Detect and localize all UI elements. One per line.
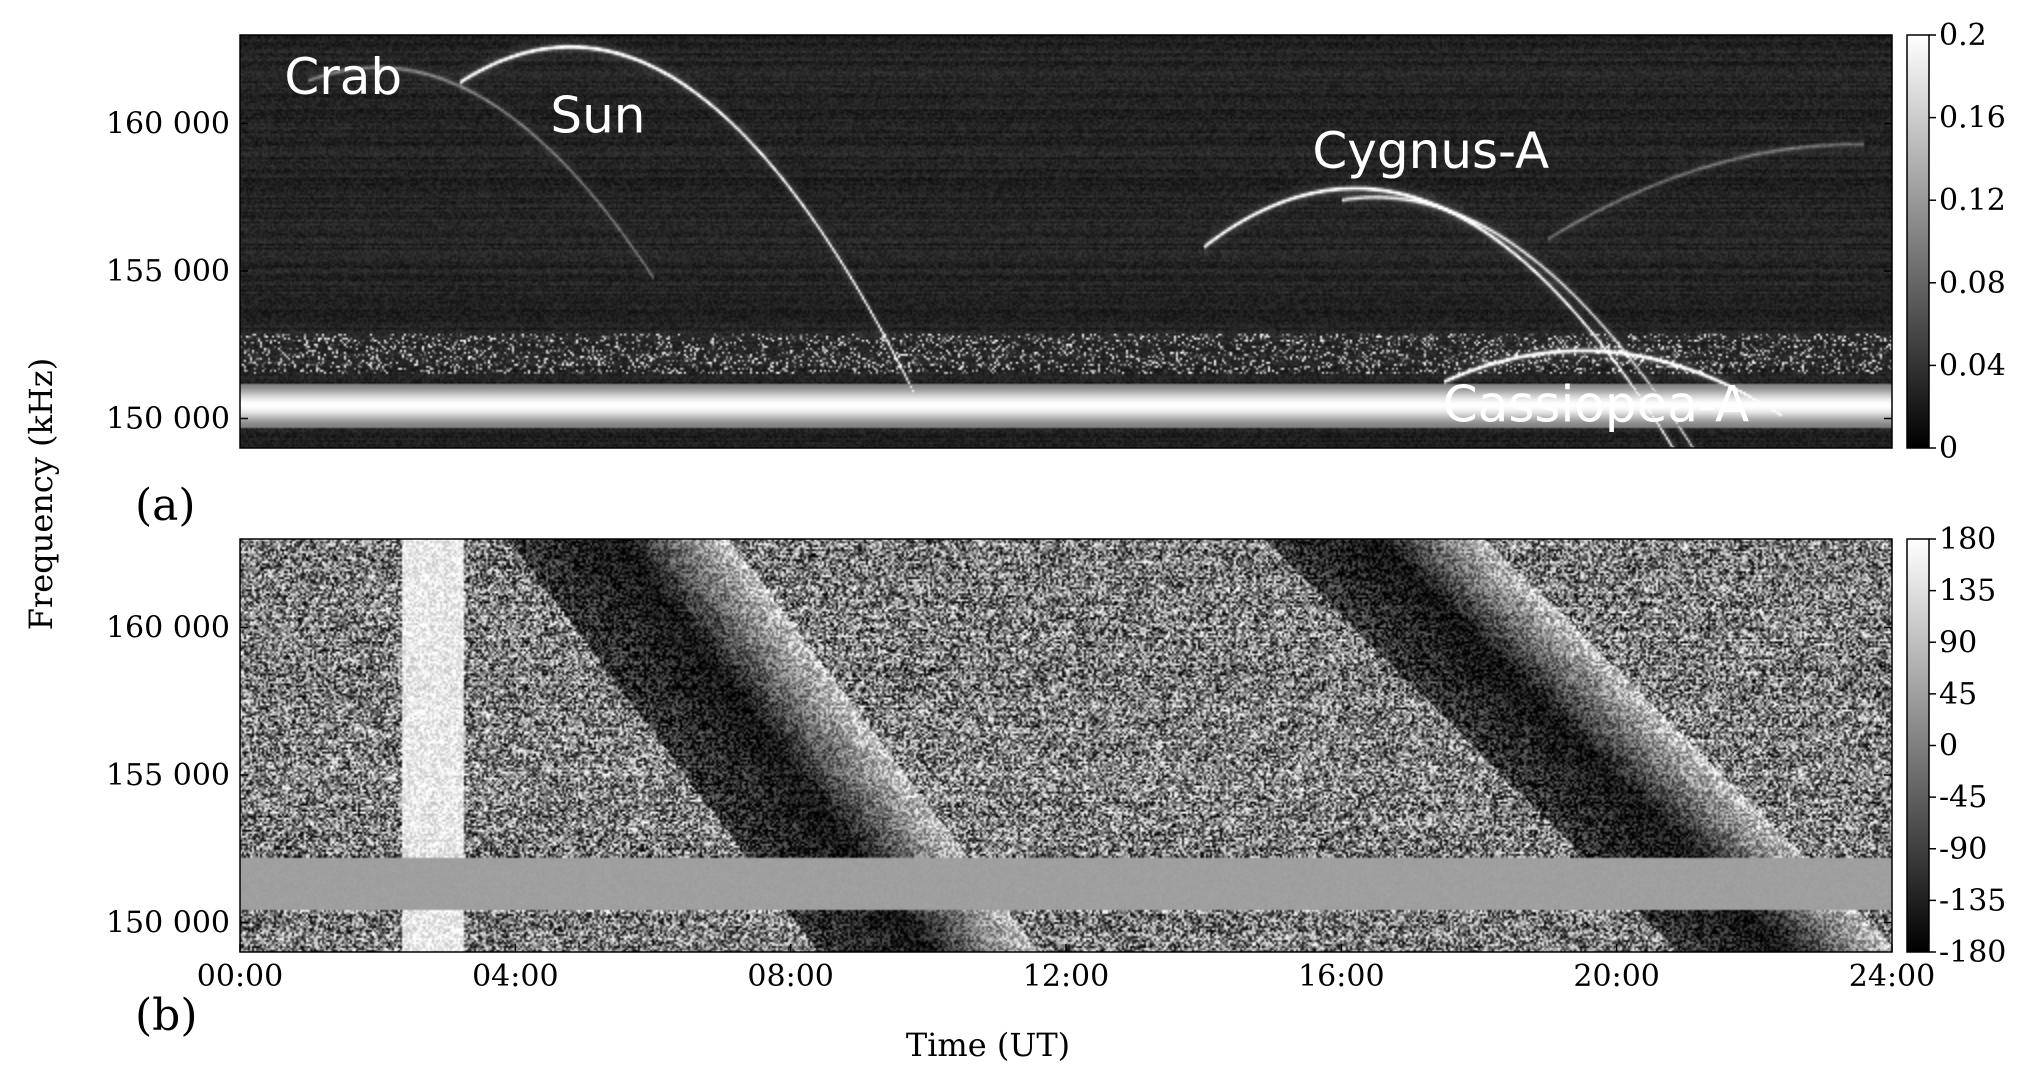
heatmap-a-image: [240, 35, 1892, 448]
source-label: Crab: [284, 48, 402, 106]
x-axis-b: 00:00 04:00 08:00 12:00 16:00 20:00 24:00: [197, 944, 1935, 994]
colorbar-tick-label: 0: [1939, 431, 1958, 466]
y-axis-a: 150 000 155 000 160 000: [106, 107, 1892, 437]
heatmap-a-frame: [239, 34, 1893, 449]
panel-a: 150 000 155 000 160 000 Crab Sun Cygnus-A Cas…: [106, 18, 2006, 531]
x-tick-label: 20:00: [1573, 959, 1659, 994]
heatmap-b-image: [240, 539, 1892, 952]
x-tick-label: 24:00: [1849, 959, 1935, 994]
y-tick-label: 155 000: [106, 254, 230, 289]
x-tick-label: 16:00: [1298, 959, 1384, 994]
y-tick-label: 150 000: [106, 906, 230, 941]
y-tick-label: 160 000: [106, 611, 230, 646]
y-tick-label: 155 000: [106, 758, 230, 793]
colorbar-b: [1906, 538, 1930, 953]
y-tick-label: 150 000: [106, 402, 230, 437]
colorbar-tick-label: 180: [1939, 522, 1996, 557]
colorbar-a-ticks: 0 0.04 0.08 0.12 0.16 0.2: [1929, 18, 2006, 466]
source-label: Cygnus-A: [1312, 122, 1549, 180]
colorbar-b-ticks: -180 -135 -90 -45 0 45 90 135 180: [1929, 522, 2006, 970]
colorbar-tick-label: 0.08: [1939, 266, 2006, 301]
y-axis-title: Frequency (kHz): [22, 358, 60, 630]
y-axis-b: 150 000 155 000 160 000: [106, 611, 1892, 941]
colorbar-tick-label: 0: [1939, 729, 1958, 764]
colorbar-tick-label: -135: [1939, 883, 2006, 918]
colorbar-tick-label: 0.16: [1939, 101, 2006, 136]
x-tick-label: 00:00: [197, 959, 283, 994]
colorbar-tick-label: 90: [1939, 625, 1977, 660]
colorbar-tick-label: 0.04: [1939, 348, 2006, 383]
colorbar-tick-label: 45: [1939, 677, 1977, 712]
y-tick-label: 160 000: [106, 107, 230, 142]
colorbar-tick-label: 0.12: [1939, 183, 2006, 218]
x-tick-label: 08:00: [747, 959, 833, 994]
source-label: Cassiopea-A: [1443, 375, 1749, 433]
panel-b-label: (b): [135, 990, 198, 1041]
x-tick-label: 04:00: [472, 959, 558, 994]
x-tick-label: 12:00: [1023, 959, 1109, 994]
colorbar-tick-label: 135: [1939, 574, 1996, 609]
colorbar-tick-label: 0.2: [1939, 18, 1987, 53]
colorbar-a: [1906, 34, 1930, 449]
annotations-a: Crab Sun Cygnus-A Cassiopea-A: [284, 48, 1749, 433]
panel-a-label: (a): [135, 480, 196, 531]
colorbar-tick-label: -180: [1939, 935, 2006, 970]
colorbar-tick-label: -45: [1939, 780, 1987, 815]
source-label: Sun: [550, 86, 645, 144]
x-axis-title: Time (UT): [906, 1026, 1070, 1064]
panel-b: 150 000 155 000 160 000 00:00 04:00 08:00 12:…: [106, 522, 2006, 1041]
colorbar-tick-label: -90: [1939, 832, 1987, 867]
